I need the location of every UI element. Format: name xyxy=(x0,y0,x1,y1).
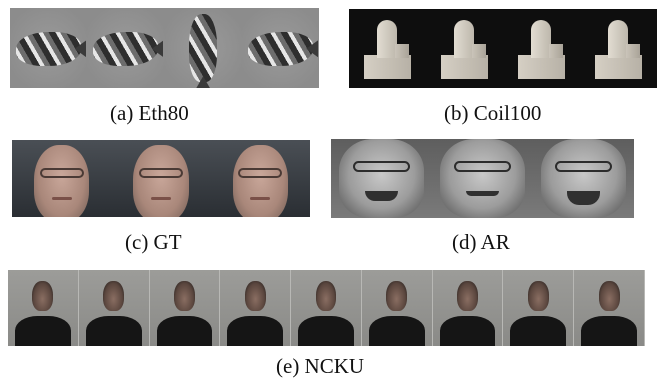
gt-face-image xyxy=(210,140,310,217)
ncku-image xyxy=(432,270,504,346)
fish-object xyxy=(93,32,159,66)
coil100-image xyxy=(349,9,426,88)
eth80-image xyxy=(87,8,165,88)
coil100-image xyxy=(580,9,657,88)
eth80-image xyxy=(241,8,319,88)
caption-coil100: (b) Coil100 xyxy=(444,101,542,125)
fish-object xyxy=(247,32,313,66)
ncku-image xyxy=(361,270,433,346)
gt-image-strip xyxy=(12,140,310,217)
coil100-image xyxy=(503,9,580,88)
caption-ncku: (e) NCKU xyxy=(276,354,365,378)
ncku-image xyxy=(574,270,645,346)
coil100-image-strip xyxy=(349,9,657,88)
eth80-image-strip xyxy=(10,8,319,88)
ar-face-image xyxy=(432,139,533,218)
ncku-image-strip xyxy=(8,270,645,346)
caption-gt: (c) GT xyxy=(125,230,182,254)
ncku-image xyxy=(291,270,362,346)
ncku-image xyxy=(220,270,292,346)
ar-face-image xyxy=(331,139,432,218)
caption-eth80: (a) Eth80 xyxy=(110,101,189,125)
ar-image-strip xyxy=(331,139,634,218)
ncku-image xyxy=(149,270,221,346)
eth80-image xyxy=(10,8,88,88)
eth80-image xyxy=(164,8,242,88)
ar-face-image xyxy=(533,139,634,218)
coil100-image xyxy=(426,9,503,88)
gt-face-image xyxy=(12,140,112,217)
ncku-image xyxy=(503,270,575,346)
caption-ar: (d) AR xyxy=(452,230,510,254)
gt-face-image xyxy=(111,140,211,217)
ncku-image xyxy=(8,270,79,346)
ncku-image xyxy=(78,270,150,346)
fish-object xyxy=(189,14,218,82)
fish-object xyxy=(16,32,82,66)
